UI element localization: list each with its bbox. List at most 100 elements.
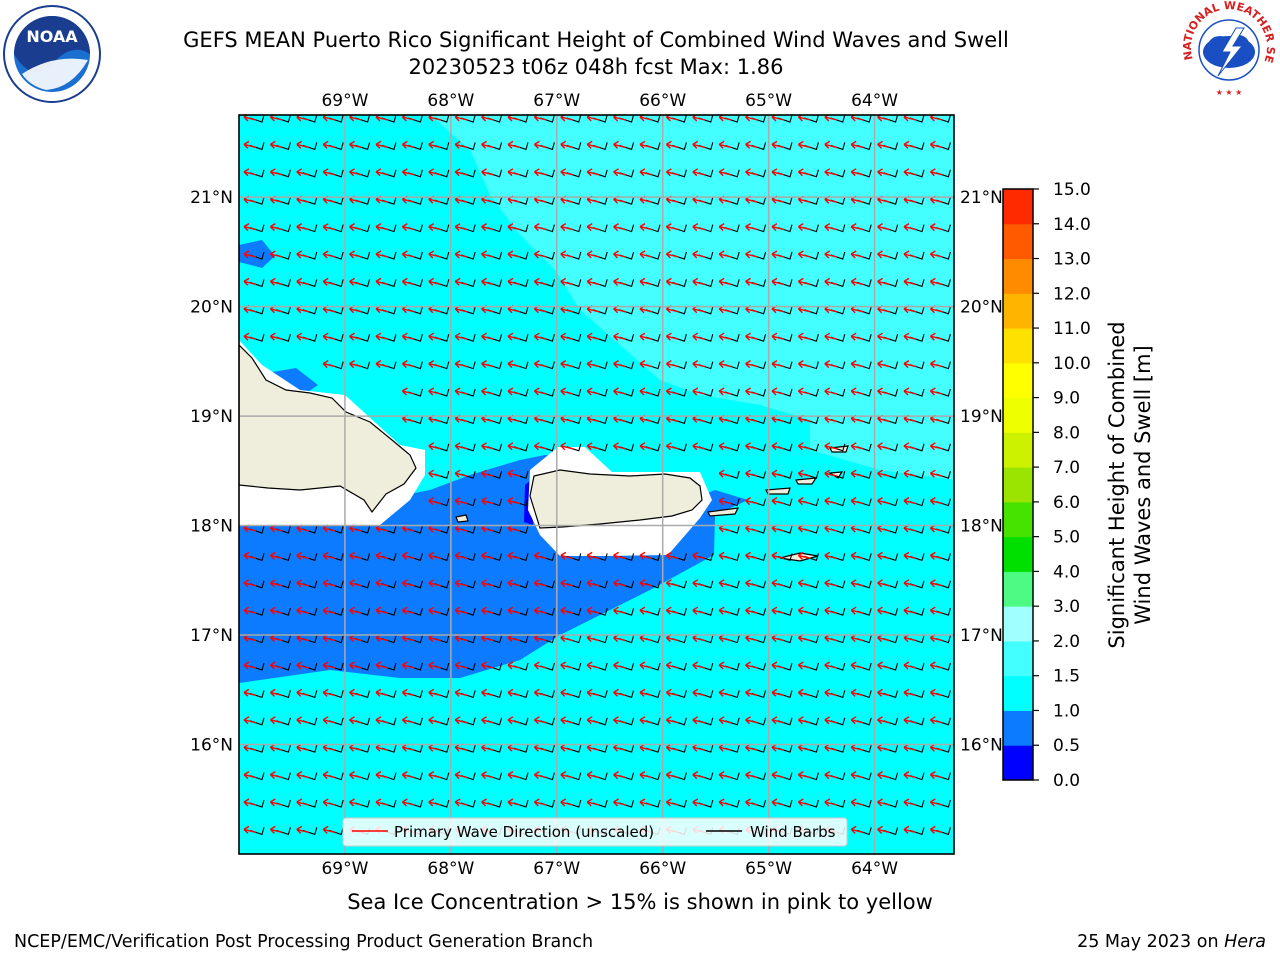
wind-wave-vector — [771, 716, 793, 726]
wind-wave-vector — [349, 798, 371, 808]
wind-wave-vector — [349, 688, 371, 699]
wind-wave-vector — [507, 469, 529, 479]
wind-wave-vector — [639, 770, 661, 781]
wind-wave-vector — [771, 250, 793, 260]
wind-wave-vector — [903, 633, 925, 644]
wind-wave-vector — [243, 798, 265, 808]
wind-wave-vector — [877, 661, 899, 671]
wind-wave-vector — [454, 168, 476, 178]
wind-wave-vector — [428, 551, 450, 562]
wind-wave-vector — [903, 743, 925, 753]
wind-wave-vector — [797, 222, 819, 233]
wind-wave-vector — [428, 606, 450, 616]
wind-wave-vector — [824, 442, 846, 452]
wind-wave-vector — [903, 606, 925, 616]
wind-wave-vector — [586, 277, 608, 288]
wind-wave-vector — [296, 140, 318, 151]
wind-wave-vector — [243, 716, 265, 726]
wind-wave-vector — [401, 250, 423, 260]
wind-wave-vector — [771, 496, 793, 507]
wind-wave-vector — [296, 716, 318, 726]
wind-wave-vector — [745, 469, 767, 479]
wind-wave-vector — [929, 825, 951, 836]
wind-wave-vector — [322, 222, 344, 233]
wind-wave-vector — [903, 195, 925, 205]
wind-wave-vector — [877, 305, 899, 315]
wind-wave-vector — [639, 168, 661, 178]
wind-wave-vector — [428, 770, 450, 781]
wind-wave-vector — [586, 633, 608, 644]
wind-wave-vector — [613, 168, 635, 178]
wind-wave-vector — [481, 250, 503, 260]
wind-wave-vector — [665, 359, 687, 370]
wind-wave-vector — [533, 115, 555, 123]
wind-wave-vector — [824, 140, 846, 151]
colorbar-band — [1003, 362, 1033, 399]
wind-wave-vector — [639, 716, 661, 726]
wind-wave-vector — [824, 414, 846, 425]
wind-wave-vector — [850, 277, 872, 288]
wind-wave-vector — [322, 250, 344, 260]
wind-wave-vector — [533, 250, 555, 260]
wind-wave-vector — [745, 140, 767, 151]
colorbar-tick-label: 0.0 — [1053, 771, 1080, 791]
wind-wave-vector — [322, 606, 344, 616]
wind-wave-vector — [296, 551, 318, 562]
wind-wave-vector — [665, 688, 687, 699]
wind-wave-vector — [877, 551, 899, 562]
wind-wave-vector — [824, 798, 846, 808]
wind-wave-vector — [877, 688, 899, 699]
wind-wave-vector — [877, 277, 899, 288]
wind-wave-vector — [929, 277, 951, 288]
wind-wave-vector — [481, 140, 503, 151]
wind-wave-vector — [718, 414, 740, 425]
wind-wave-vector — [692, 332, 714, 342]
wind-wave-vector — [375, 798, 397, 808]
wind-wave-vector — [745, 359, 767, 370]
wind-wave-vector — [929, 332, 951, 342]
wind-wave-vector — [296, 661, 318, 671]
wind-wave-vector — [718, 442, 740, 452]
wind-wave-vector — [877, 442, 899, 452]
lat-tick-label: 20°N — [960, 298, 1003, 318]
wind-wave-vector — [745, 277, 767, 288]
wind-wave-vector — [481, 332, 503, 342]
wind-wave-vector — [745, 743, 767, 753]
wind-wave-vector — [560, 250, 582, 260]
wind-wave-vector — [322, 277, 344, 288]
wind-wave-vector — [560, 168, 582, 178]
wind-wave-vector — [665, 222, 687, 233]
lon-tick-label: 66°W — [639, 91, 686, 111]
wind-wave-vector — [903, 798, 925, 808]
wind-wave-vector — [903, 332, 925, 342]
wind-wave-vector — [507, 305, 529, 315]
wind-wave-vector — [797, 579, 819, 589]
wind-wave-vector — [322, 332, 344, 342]
wind-wave-vector — [507, 222, 529, 233]
wind-wave-vector — [454, 414, 476, 425]
wind-wave-vector — [692, 222, 714, 233]
wind-wave-vector — [718, 140, 740, 151]
wind-wave-vector — [639, 798, 661, 808]
mona-island-land — [455, 514, 469, 523]
wind-wave-vector — [428, 798, 450, 808]
wind-wave-vector — [243, 661, 265, 671]
wind-wave-vector — [533, 606, 555, 616]
wind-wave-vector — [797, 168, 819, 178]
wind-wave-vector — [824, 661, 846, 671]
wind-wave-vector — [375, 222, 397, 233]
wind-wave-vector — [507, 770, 529, 781]
wind-wave-vector — [771, 442, 793, 452]
wind-wave-vector — [692, 359, 714, 370]
colorbar-band — [1003, 293, 1033, 329]
wind-wave-vector — [481, 579, 503, 589]
wind-wave-vector — [824, 606, 846, 616]
wind-wave-vector — [718, 168, 740, 178]
wind-wave-vector — [824, 359, 846, 370]
wind-wave-vector — [428, 277, 450, 288]
colorbar-tick-label: 5.0 — [1053, 528, 1080, 548]
wind-wave-vector — [850, 222, 872, 233]
wind-wave-vector — [613, 606, 635, 616]
legend-barb-label: Wind Barbs — [750, 823, 836, 841]
colorbar-tick-label: 0.5 — [1053, 736, 1080, 756]
